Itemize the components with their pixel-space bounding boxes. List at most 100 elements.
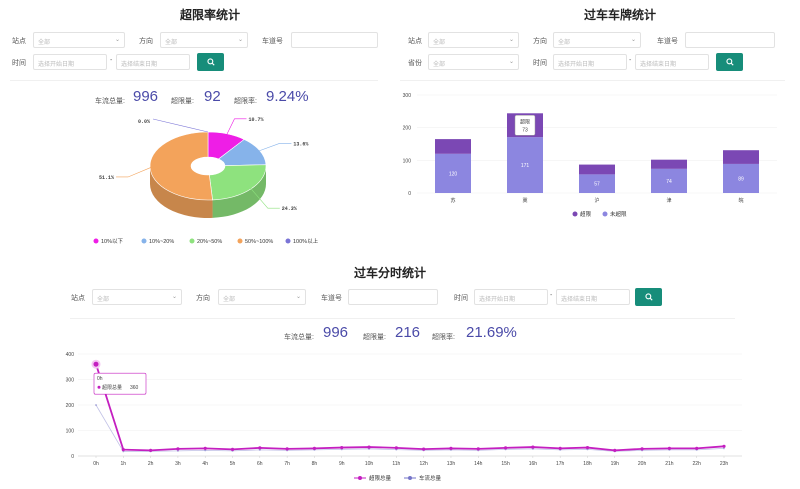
- direction-select[interactable]: 全部 ⌄: [218, 289, 306, 305]
- line-point[interactable]: [503, 446, 508, 450]
- line-point[interactable]: [723, 447, 725, 450]
- over-limit-count-label: 超限量:: [363, 334, 386, 341]
- x-tick-label: 11h: [392, 461, 400, 467]
- x-tick-label: 9h: [339, 461, 345, 467]
- total-flow-value: 996: [133, 88, 159, 105]
- bar-not-over[interactable]: [579, 174, 615, 193]
- station-select[interactable]: 全部 ⌄: [92, 289, 182, 305]
- line-point[interactable]: [312, 446, 317, 450]
- station-select[interactable]: 全部 ⌄: [33, 32, 125, 48]
- legend-label[interactable]: 10%~20%: [149, 239, 174, 245]
- chevron-down-icon: ⌄: [171, 294, 177, 300]
- direction-select-value: 全部: [558, 40, 571, 46]
- bar-value-label: 171: [521, 163, 530, 169]
- start-date-input[interactable]: 选择开始日期: [553, 54, 627, 70]
- line-point[interactable]: [149, 448, 153, 452]
- bar-tooltip: [514, 115, 536, 136]
- station-label: 站点: [12, 38, 26, 45]
- end-date-input[interactable]: 选择结束日期: [635, 54, 709, 70]
- line-point[interactable]: [176, 447, 180, 451]
- bar-not-over[interactable]: [723, 163, 759, 193]
- line-point[interactable]: [585, 445, 590, 450]
- pie-chart: 10.7% 13.6% 24.3% 51.1% 0.0% 10%以下 10%~20% 20%~…: [93, 117, 319, 245]
- bar-not-over[interactable]: [651, 168, 687, 193]
- line-point[interactable]: [258, 446, 262, 450]
- legend-label[interactable]: 10%以下: [101, 238, 124, 245]
- legend-label[interactable]: 超限总量: [369, 474, 392, 482]
- search-button[interactable]: [716, 53, 743, 71]
- line-point[interactable]: [531, 445, 535, 449]
- bar-not-over[interactable]: [507, 137, 543, 193]
- province-select-value: 全部: [433, 62, 446, 68]
- line-point[interactable]: [230, 447, 235, 451]
- lane-label: 车道号: [321, 295, 342, 302]
- station-select-value: 全部: [38, 40, 51, 46]
- search-button[interactable]: [635, 288, 662, 306]
- line-point[interactable]: [722, 444, 726, 448]
- total-flow-label: 车流总量:: [284, 334, 314, 341]
- y-tick-label: 0: [71, 454, 74, 460]
- y-tick-label: 100: [66, 429, 75, 435]
- line-point-highlight[interactable]: [91, 359, 101, 369]
- line-point[interactable]: [476, 447, 480, 451]
- x-tick-label: 23h: [720, 461, 729, 467]
- legend-label[interactable]: 100%以上: [293, 237, 319, 245]
- line-point[interactable]: [258, 448, 261, 451]
- start-date-input[interactable]: 选择开始日期: [474, 289, 548, 305]
- end-date-input[interactable]: 选择结束日期: [556, 289, 630, 305]
- x-tick-label: 皖: [738, 197, 743, 204]
- line-point[interactable]: [95, 404, 97, 406]
- legend-label[interactable]: 超限: [580, 210, 592, 218]
- line-point[interactable]: [613, 448, 617, 452]
- time-label: 时间: [454, 295, 468, 302]
- line-point[interactable]: [394, 446, 398, 450]
- x-tick-label: 20h: [638, 461, 647, 467]
- range-separator: -: [629, 57, 632, 64]
- legend-marker: [237, 238, 243, 244]
- line-point[interactable]: [203, 446, 207, 450]
- station-label: 站点: [408, 38, 422, 45]
- line-point[interactable]: [176, 449, 179, 452]
- line-point[interactable]: [121, 448, 125, 452]
- bar-over[interactable]: [651, 159, 687, 169]
- y-tick-label: 300: [403, 93, 412, 99]
- line-point[interactable]: [422, 447, 426, 451]
- line-point[interactable]: [667, 446, 671, 450]
- hourly-title: 过车分时统计: [353, 266, 426, 280]
- legend-marker: [572, 211, 578, 217]
- over-limit-count-value: 92: [204, 88, 221, 105]
- bar-not-over[interactable]: [435, 153, 471, 193]
- legend-label[interactable]: 50%~100%: [245, 239, 273, 245]
- y-tick-label: 0: [408, 191, 411, 197]
- lane-input[interactable]: [348, 289, 438, 305]
- bar-over[interactable]: [723, 150, 759, 164]
- line-point[interactable]: [640, 447, 644, 451]
- bar-over[interactable]: [579, 164, 615, 175]
- province-select[interactable]: 全部 ⌄: [428, 54, 519, 70]
- line-point[interactable]: [367, 445, 371, 449]
- legend-label[interactable]: 20%~50%: [197, 239, 222, 245]
- legend-marker: [93, 238, 99, 244]
- line-point[interactable]: [558, 446, 562, 450]
- lane-input[interactable]: [685, 32, 775, 48]
- x-tick-label: 5h: [230, 461, 236, 467]
- line-point[interactable]: [340, 445, 344, 450]
- start-date-input[interactable]: 选择开始日期: [33, 54, 107, 70]
- line-tooltip: [93, 372, 147, 395]
- line-point[interactable]: [695, 446, 699, 450]
- bar-over[interactable]: [435, 139, 471, 154]
- direction-select[interactable]: 全部 ⌄: [553, 32, 641, 48]
- lane-input[interactable]: [291, 32, 378, 48]
- line-point[interactable]: [285, 447, 289, 451]
- line-point[interactable]: [449, 446, 453, 450]
- legend-label[interactable]: 车流总量: [419, 474, 442, 482]
- end-date-input[interactable]: 选择结束日期: [116, 54, 190, 70]
- line-point[interactable]: [204, 449, 207, 452]
- x-tick-label: 13h: [447, 461, 456, 467]
- pie-slice-label: 24.3%: [282, 206, 297, 212]
- legend-label[interactable]: 未超限: [610, 210, 627, 218]
- x-tick-label: 2h: [148, 461, 154, 467]
- search-button[interactable]: [197, 53, 224, 71]
- direction-select[interactable]: 全部 ⌄: [160, 32, 248, 48]
- station-select[interactable]: 全部 ⌄: [428, 32, 519, 48]
